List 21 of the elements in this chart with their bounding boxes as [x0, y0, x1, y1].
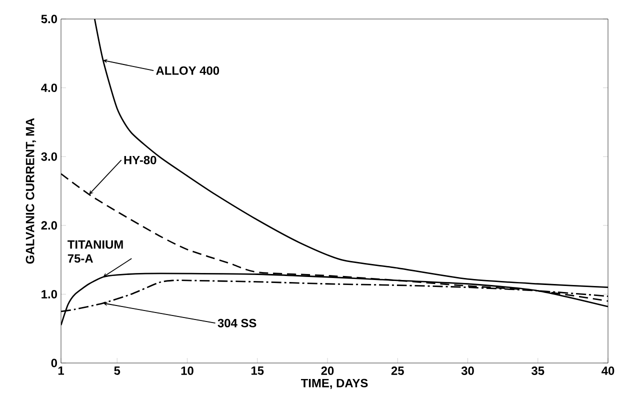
- x-tick-label: 35: [532, 366, 544, 376]
- x-axis-title: TIME, DAYS: [300, 378, 368, 390]
- y-tick-label: 3.0: [41, 152, 57, 161]
- x-tick-label: 40: [602, 366, 614, 375]
- x-tick-label: 5: [114, 366, 120, 375]
- y-tick-label: 4.0: [41, 84, 57, 92]
- x-tick-label: 25: [391, 366, 404, 375]
- y-tick-label: 0: [51, 358, 57, 368]
- x-tick-label: 30: [461, 366, 474, 376]
- x-tick-label: 20: [321, 366, 334, 375]
- y-tick-label: 2.0: [41, 221, 57, 230]
- x-tick-label: 10: [181, 366, 194, 375]
- x-tick-label: 1: [58, 366, 64, 375]
- text: HY-80: [124, 156, 156, 164]
- text: 304 SS: [218, 318, 256, 328]
- series-label: TITANIUM 75-A: [68, 240, 123, 263]
- legend-label: ALLOY 400: [156, 66, 220, 75]
- y-tick-label: 1.0: [42, 290, 57, 298]
- y-tick-label: 5.0: [41, 14, 57, 24]
- x-tick-label: 15: [251, 366, 264, 375]
- y-axis-title: GALVANIC CURRENT, MA: [26, 118, 36, 264]
